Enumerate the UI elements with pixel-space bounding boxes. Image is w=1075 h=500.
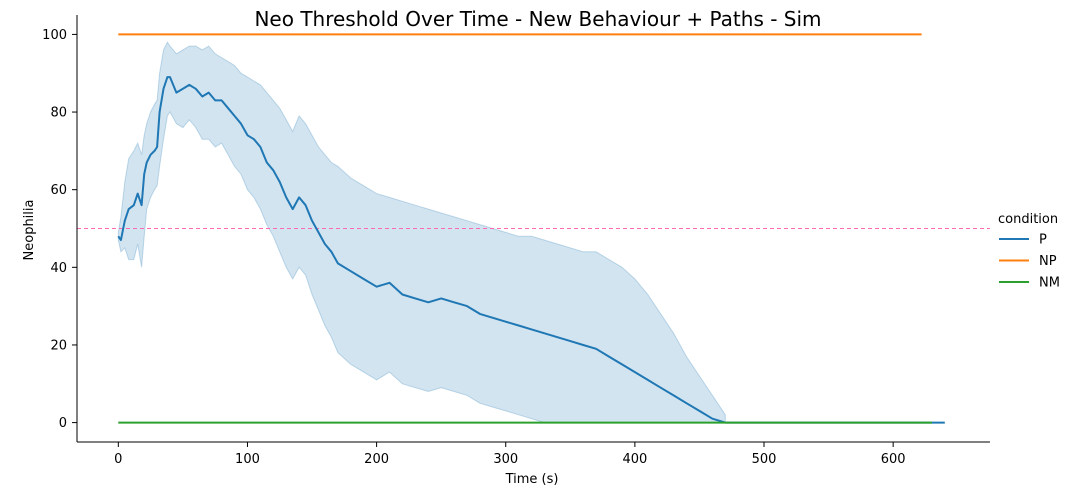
x-tick-label: 600 [881,452,906,467]
legend-label-NM: NM [1039,276,1060,291]
y-tick-label: 100 [42,28,67,43]
plot-area [77,33,990,424]
x-ticks: 0 100 200 300 400 500 600 [114,442,906,467]
x-tick-label: 200 [364,452,389,467]
y-tick-label: 0 [59,416,67,431]
legend-label-P: P [1039,233,1047,248]
y-tick-label: 60 [50,183,67,198]
legend: condition P NP NM [998,212,1060,291]
series-line-P [117,76,945,424]
x-tick-label: 0 [114,452,122,467]
legend-title: condition [998,212,1058,227]
y-tick-label: 20 [50,338,67,353]
y-axis-label: Neophilia [22,200,37,261]
y-ticks: 0 20 40 60 80 100 [42,28,77,431]
legend-label-NP: NP [1039,254,1057,269]
x-axis-label: Time (s) [505,472,559,487]
confidence-band-P [117,41,726,424]
x-tick-label: 500 [752,452,777,467]
x-tick-label: 400 [622,452,647,467]
chart-title: Neo Threshold Over Time - New Behaviour … [254,7,821,31]
x-tick-label: 100 [235,452,260,467]
x-tick-label: 300 [493,452,518,467]
y-tick-label: 40 [50,261,67,276]
y-tick-label: 80 [50,106,67,121]
